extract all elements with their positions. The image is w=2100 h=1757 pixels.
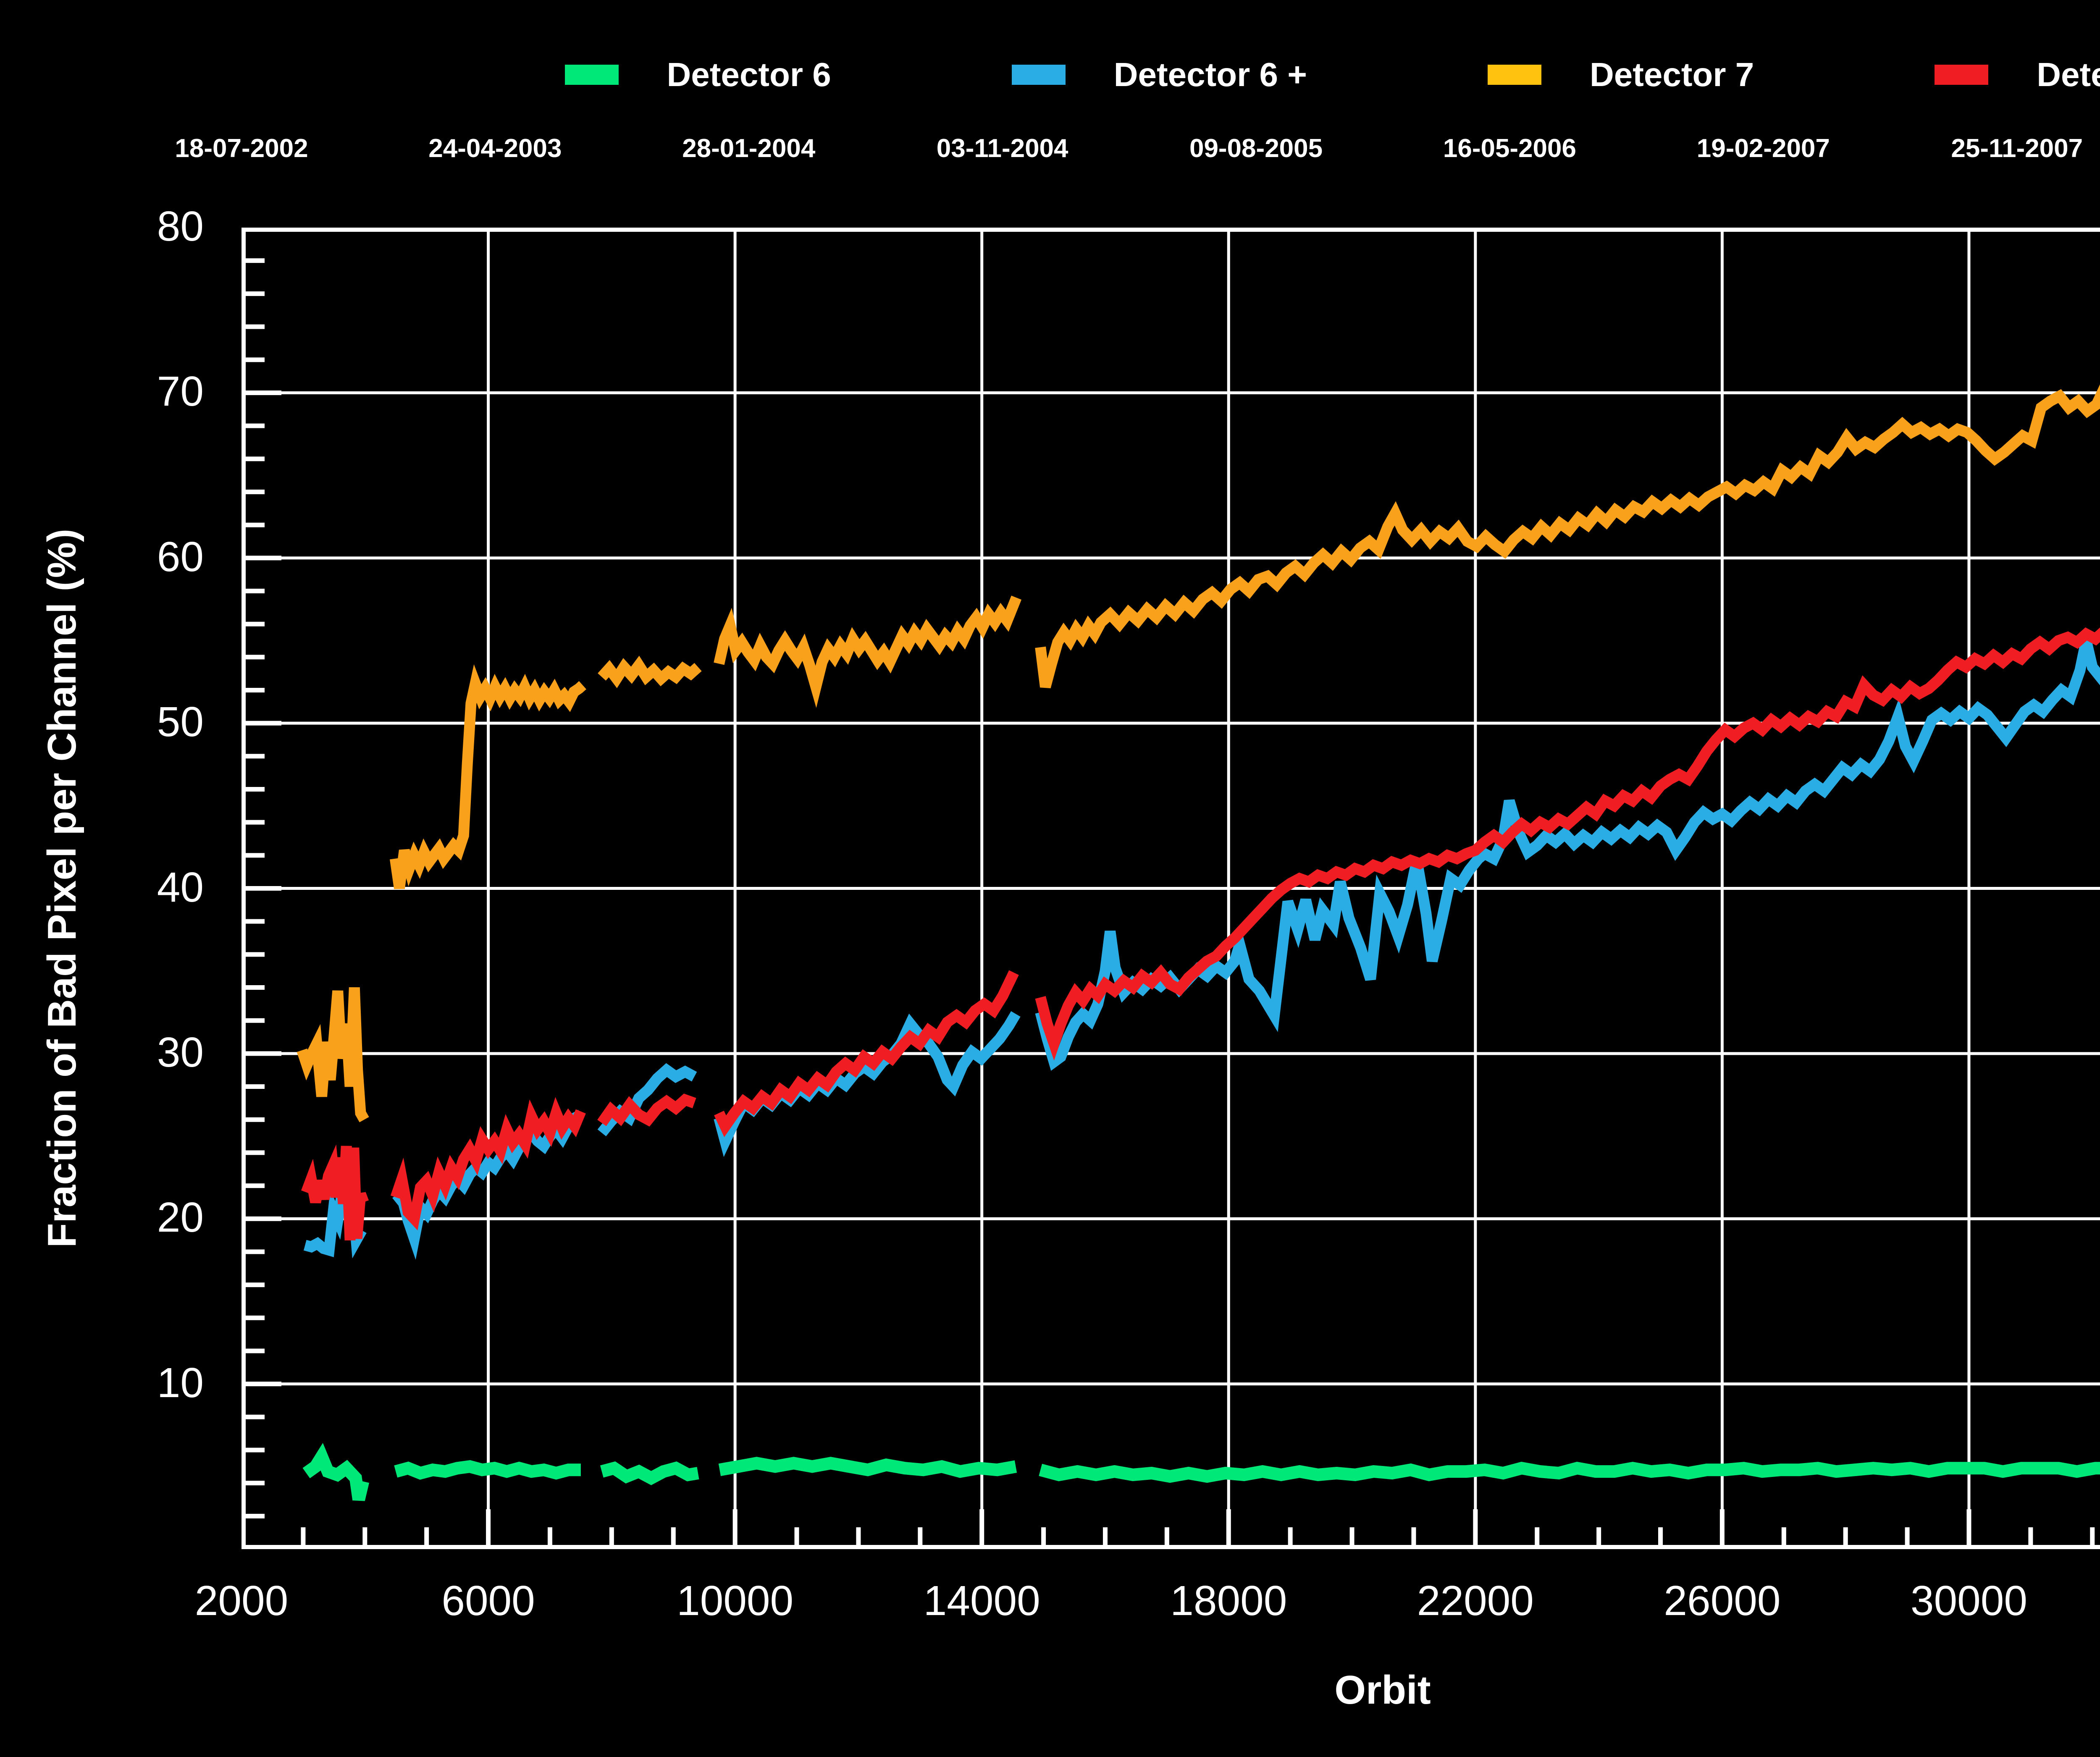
legend-swatch-detector-6 (564, 65, 619, 85)
series-line-detector-7 (297, 987, 369, 1122)
series-line-detector-6 (394, 1460, 581, 1480)
series-line-detector-6-plus (1035, 639, 2100, 1071)
x-tick-label: 22000 (1417, 1577, 1534, 1624)
series-line-detector-6 (302, 1442, 369, 1501)
x-tick-label: 2000 (194, 1577, 289, 1624)
x-tick-label: 14000 (923, 1577, 1040, 1624)
x-tick-label: 18000 (1170, 1577, 1287, 1624)
series-line-detector-6 (600, 1461, 699, 1485)
legend-item-detector-8: Detector 8 (1935, 55, 2100, 94)
y-tick-label: 30 (157, 1029, 204, 1076)
x-tick-label: 6000 (441, 1577, 535, 1624)
y-tick-label: 70 (157, 368, 204, 415)
y-tick-label: 40 (157, 863, 204, 911)
legend-item-detector-7: Detector 7 (1487, 55, 1754, 94)
top-date-label: 24-04-2003 (428, 134, 562, 163)
series-line-detector-6 (1039, 1461, 2100, 1483)
y-tick-label: 20 (157, 1194, 204, 1241)
series-line-detector-8 (301, 1144, 369, 1240)
y-tick-label: 80 (157, 203, 204, 250)
plot-border (242, 228, 2100, 1549)
legend-label-detector-8: Detector 8 (2037, 56, 2100, 93)
top-date-label: 09-08-2005 (1189, 134, 1323, 163)
legend: Detector 6 Detector 6 + Detector 7 Detector… (242, 50, 2100, 100)
top-date-label: 19-02-2007 (1696, 134, 1830, 163)
x-tick-label: 26000 (1664, 1577, 1781, 1624)
top-date-label: 28-01-2004 (682, 134, 816, 163)
legend-label-detector-6-plus: Detector 6 + (1113, 56, 1307, 93)
series-line-detector-8 (390, 1097, 586, 1230)
legend-label-detector-7: Detector 7 (1589, 56, 1754, 93)
series-line-detector-8 (714, 970, 1019, 1137)
top-date-label: 03-11-2004 (936, 134, 1068, 163)
legend-item-detector-6-plus: Detector 6 + (1011, 55, 1307, 94)
series-line-detector-7 (714, 595, 1022, 708)
y-tick-label: 10 (157, 1359, 204, 1406)
y-tick-label: 60 (157, 533, 204, 580)
chart-canvas (242, 228, 2100, 1549)
series-line-detector-7 (598, 656, 702, 688)
series-line-detector-8 (597, 1094, 696, 1127)
series-line-detector-6-plus (714, 1011, 1021, 1157)
x-axis-title: Orbit (1334, 1668, 1431, 1712)
legend-item-detector-6: Detector 6 (564, 55, 831, 94)
series-line-detector-7 (1035, 384, 2100, 688)
top-date-label: 25-11-2007 (1951, 134, 2083, 163)
plot-area (242, 228, 2100, 1549)
top-date-label: 18-07-2002 (175, 134, 308, 163)
top-date-label: 16-05-2006 (1443, 134, 1577, 163)
legend-label-detector-6: Detector 6 (667, 56, 831, 93)
x-tick-label: 10000 (677, 1577, 794, 1624)
legend-swatch-detector-7 (1487, 65, 1541, 85)
series-line-detector-7 (389, 664, 586, 889)
y-tick-label: 50 (157, 698, 204, 746)
x-tick-label: 30000 (1910, 1577, 2028, 1624)
series-line-detector-8 (1035, 627, 2100, 1061)
series-line-detector-6 (718, 1457, 1017, 1478)
legend-swatch-detector-6-plus (1011, 65, 1066, 85)
legend-swatch-detector-8 (1935, 65, 1989, 85)
